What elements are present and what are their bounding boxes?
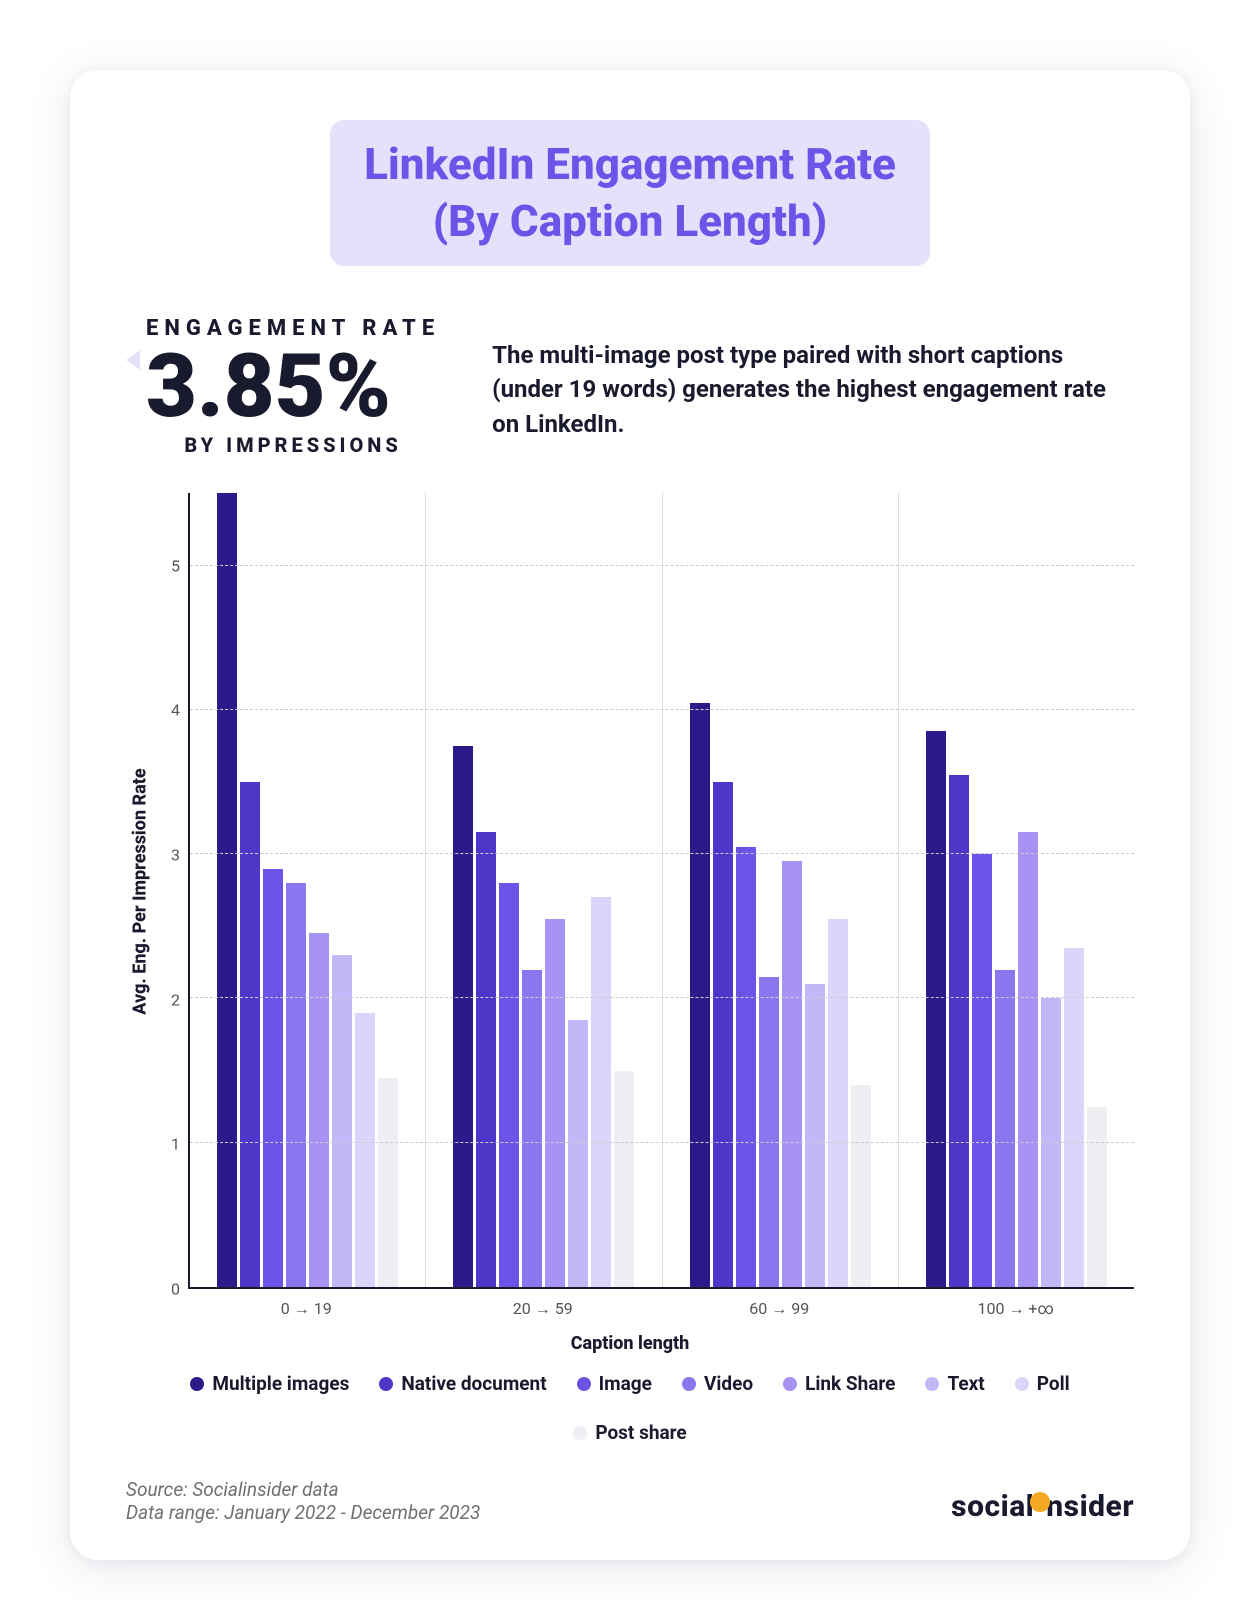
brand-dot-icon xyxy=(1030,1492,1050,1512)
bar xyxy=(926,731,946,1287)
legend-dot-icon xyxy=(682,1377,696,1391)
footer-meta: Source: Socialinsider data Data range: J… xyxy=(126,1478,480,1524)
footer-source: Source: Socialinsider data xyxy=(126,1478,480,1501)
summary-row: ENGAGEMENT RATE 3.85% BY IMPRESSIONS The… xyxy=(126,316,1134,463)
legend-dot-icon xyxy=(783,1377,797,1391)
legend-dot-icon xyxy=(1015,1377,1029,1391)
legend-dot-icon xyxy=(925,1377,939,1391)
kpi-sublabel: BY IMPRESSIONS xyxy=(146,433,440,457)
bar xyxy=(782,861,802,1287)
legend-item: Native document xyxy=(379,1372,546,1395)
bar xyxy=(240,782,260,1287)
footer: Source: Socialinsider data Data range: J… xyxy=(126,1478,1134,1524)
bar xyxy=(263,869,283,1287)
bar xyxy=(545,919,565,1287)
bar xyxy=(690,703,710,1287)
legend-item: Poll xyxy=(1015,1372,1070,1395)
legend-dot-icon xyxy=(190,1377,204,1391)
y-tick: 1 xyxy=(171,1135,180,1154)
y-axis-label: Avg. Eng. Per Impression Rate xyxy=(130,768,151,1014)
bar xyxy=(805,984,825,1287)
title-container: LinkedIn Engagement Rate (By Caption Len… xyxy=(126,120,1134,266)
bar xyxy=(851,1085,871,1287)
legend-label: Post share xyxy=(595,1421,686,1444)
legend-dot-icon xyxy=(577,1377,591,1391)
brand-text-post: nsider xyxy=(1046,1489,1134,1524)
bar xyxy=(355,1013,375,1287)
y-tick: 3 xyxy=(171,846,180,865)
legend-item: Post share xyxy=(573,1421,686,1444)
bar xyxy=(332,955,352,1287)
legend-label: Video xyxy=(704,1372,753,1395)
bar xyxy=(736,847,756,1287)
bar xyxy=(972,854,992,1287)
footer-range: Data range: January 2022 - December 2023 xyxy=(126,1501,480,1524)
brand-logo: social nsider xyxy=(951,1489,1134,1524)
bar xyxy=(499,883,519,1287)
bar xyxy=(568,1020,588,1287)
chart: Avg. Eng. Per Impression Rate 0 1 2 3 4 5 0 →… xyxy=(126,493,1134,1444)
legend-item: Link Share xyxy=(783,1372,895,1395)
plot-area xyxy=(188,493,1134,1289)
main-title: LinkedIn Engagement Rate (By Caption Len… xyxy=(330,120,930,266)
bar xyxy=(1064,948,1084,1287)
insight-text: The multi-image post type paired with sh… xyxy=(492,338,1134,442)
bar xyxy=(378,1078,398,1287)
x-axis-label: Caption length xyxy=(126,1333,1134,1354)
infographic-card: LinkedIn Engagement Rate (By Caption Len… xyxy=(70,70,1190,1560)
bar xyxy=(759,977,779,1287)
kpi-value: 3.85% xyxy=(146,343,440,431)
bar-group xyxy=(899,493,1134,1287)
title-line-1: LinkedIn Engagement Rate xyxy=(364,138,896,190)
kpi-block: ENGAGEMENT RATE 3.85% BY IMPRESSIONS xyxy=(126,316,452,463)
y-tick: 2 xyxy=(171,990,180,1009)
x-tick: 60 → 99 xyxy=(661,1289,898,1319)
x-tick: 100 → +∞ xyxy=(898,1289,1135,1319)
x-tick: 20 → 59 xyxy=(425,1289,662,1319)
bar xyxy=(591,897,611,1287)
legend-dot-icon xyxy=(379,1377,393,1391)
bar xyxy=(217,493,237,1287)
legend: Multiple images Native document Image Video… xyxy=(126,1372,1134,1444)
legend-item: Text xyxy=(925,1372,984,1395)
legend-item: Multiple images xyxy=(190,1372,349,1395)
brand-text-pre: social xyxy=(951,1489,1034,1524)
kpi-arrow-icon xyxy=(126,350,140,370)
legend-label: Text xyxy=(947,1372,984,1395)
bar xyxy=(995,970,1015,1287)
bar xyxy=(453,746,473,1287)
legend-label: Poll xyxy=(1037,1372,1070,1395)
bar xyxy=(286,883,306,1287)
bar xyxy=(1041,998,1061,1287)
y-axis-ticks: 012345 xyxy=(154,493,188,1289)
y-tick: 4 xyxy=(171,701,180,720)
bar-group xyxy=(190,493,426,1287)
legend-item: Image xyxy=(577,1372,652,1395)
bar-group xyxy=(426,493,662,1287)
y-tick: 5 xyxy=(171,556,180,575)
bar xyxy=(476,832,496,1287)
bar xyxy=(522,970,542,1287)
legend-item: Video xyxy=(682,1372,753,1395)
title-line-2: (By Caption Length) xyxy=(433,195,828,247)
x-axis-ticks: 0 → 1920 → 5960 → 99100 → +∞ xyxy=(188,1289,1134,1319)
legend-label: Native document xyxy=(401,1372,546,1395)
bar-groups xyxy=(190,493,1134,1287)
bar xyxy=(1087,1107,1107,1287)
bar-group xyxy=(663,493,899,1287)
bar xyxy=(949,775,969,1287)
legend-dot-icon xyxy=(573,1426,587,1440)
bar xyxy=(614,1071,634,1287)
y-tick: 0 xyxy=(171,1280,180,1299)
legend-label: Link Share xyxy=(805,1372,895,1395)
y-axis-label-col: Avg. Eng. Per Impression Rate xyxy=(126,493,154,1289)
bar xyxy=(1018,832,1038,1287)
chart-body: Avg. Eng. Per Impression Rate 012345 xyxy=(126,493,1134,1289)
legend-label: Image xyxy=(599,1372,652,1395)
bar xyxy=(309,933,329,1287)
x-tick: 0 → 19 xyxy=(188,1289,425,1319)
bar xyxy=(713,782,733,1287)
legend-label: Multiple images xyxy=(212,1372,349,1395)
bar xyxy=(828,919,848,1287)
